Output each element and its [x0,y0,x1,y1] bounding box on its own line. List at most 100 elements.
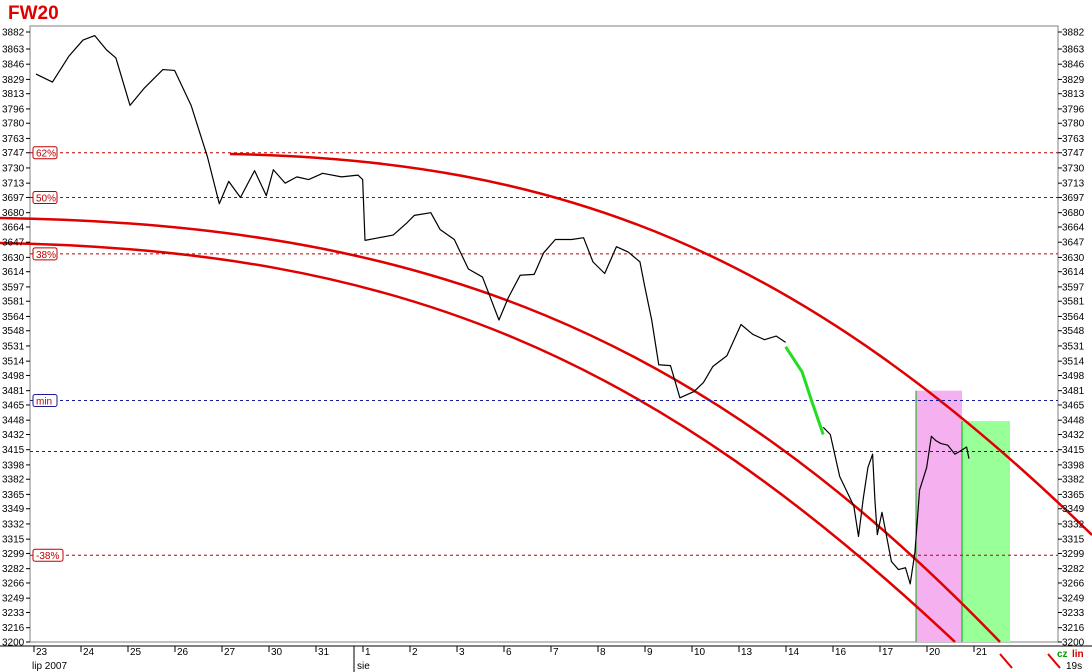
y-tick-label-left: 3548 [2,326,25,337]
y-tick-label-right: 3630 [1062,253,1085,264]
y-tick-label-left: 3647 [2,238,25,249]
y-tick-label-right: 3200 [1062,638,1085,649]
x-tick-label: 30 [271,647,283,658]
y-tick-label-right: 3299 [1062,549,1085,560]
y-tick-label-right: 3398 [1062,460,1085,471]
x-tick-label: 14 [788,647,800,658]
y-tick-label-left: 3846 [2,60,25,71]
x-tick-label: 2 [412,647,418,658]
y-tick-label-left: 3315 [2,535,25,546]
y-tick-label-right: 3266 [1062,578,1085,589]
y-tick-label-right: 3531 [1062,341,1085,352]
y-tick-label-right: 3747 [1062,148,1085,159]
timeframe-label: 19s [1066,661,1082,672]
highlight-zones [915,390,1010,642]
y-tick-label-left: 3882 [2,28,25,39]
level-label: 38% [36,250,56,261]
y-tick-label-left: 3200 [2,638,25,649]
y-tick-label-left: 3564 [2,312,25,323]
month-label: lip 2007 [32,661,67,672]
y-axis: 3882 3882 3863 3863 3846 3846 3829 3829 3813 3813… [2,28,1085,649]
x-tick-label: 8 [600,647,606,658]
y-tick-label-right: 3863 [1062,44,1085,55]
y-tick-label-left: 3415 [2,445,25,456]
y-tick-label-right: 3597 [1062,282,1085,293]
y-tick-label-left: 3796 [2,104,25,115]
channel-lower-curve [0,241,956,643]
x-tick-label: 20 [929,647,941,658]
y-tick-label-left: 3597 [2,282,25,293]
channel-extension [1047,653,1061,669]
y-tick-label-left: 3514 [2,357,25,368]
plot-frame [29,25,1059,643]
x-tick-label: 26 [177,647,189,658]
y-tick-label-right: 3365 [1062,490,1085,501]
x-tick-label: 3 [459,647,465,658]
x-tick-label: 25 [130,647,142,658]
x-tick-label: 16 [835,647,847,658]
y-tick-label-left: 3398 [2,460,25,471]
y-tick-label-right: 3282 [1062,564,1085,575]
y-tick-label-left: 3382 [2,475,25,486]
y-tick-label-right: 3730 [1062,163,1085,174]
y-tick-label-right: 3415 [1062,445,1085,456]
x-tick-label: 17 [882,647,894,658]
channel-extension [999,653,1013,669]
y-tick-label-right: 3713 [1062,179,1085,190]
channel-upper-curve [229,152,1092,536]
y-tick-label-right: 3332 [1062,519,1085,530]
y-tick-label-left: 3299 [2,549,25,560]
y-tick-label-right: 3349 [1062,504,1085,515]
x-tick-label: 21 [976,647,988,658]
y-tick-label-left: 3829 [2,75,25,86]
y-tick-label-right: 3315 [1062,535,1085,546]
price-line [822,426,970,585]
y-tick-label-left: 3233 [2,608,25,619]
y-tick-label-right: 3432 [1062,430,1085,441]
y-tick-label-right: 3249 [1062,594,1085,605]
channel-middle-curve [0,216,1001,643]
y-tick-label-left: 3697 [2,193,25,204]
channel-curves [0,152,1092,669]
x-tick-label: 27 [224,647,236,658]
x-tick-label: 9 [647,647,653,658]
y-tick-label-right: 3564 [1062,312,1085,323]
y-tick-label-right: 3647 [1062,238,1085,249]
y-tick-label-left: 3863 [2,44,25,55]
y-tick-label-left: 3630 [2,253,25,264]
grid-lines [29,25,1059,643]
y-tick-label-left: 3531 [2,341,25,352]
x-tick-label: 24 [83,647,95,658]
mode-label-lin: lin [1072,649,1084,660]
y-tick-label-right: 3796 [1062,104,1085,115]
y-tick-label-left: 3780 [2,119,25,130]
x-tick-label: 23 [36,647,48,658]
level-lines: 62% 50% 38% min -38% [30,146,1058,562]
x-tick-label: 6 [506,647,512,658]
y-tick-label-right: 3481 [1062,386,1085,397]
y-tick-label-left: 3763 [2,134,25,145]
level-badge [32,548,64,562]
y-tick-label-right: 3664 [1062,222,1085,233]
green-zone [962,421,1010,642]
chart-title: FW20 [8,3,59,24]
y-tick-label-left: 3432 [2,430,25,441]
y-tick-label-left: 3465 [2,400,25,411]
y-tick-label-right: 3680 [1062,208,1085,219]
y-tick-label-right: 3882 [1062,28,1085,39]
y-tick-label-right: 3697 [1062,193,1085,204]
x-tick-label: 1 [365,647,371,658]
y-tick-label-right: 3382 [1062,475,1085,486]
y-tick-label-left: 3282 [2,564,25,575]
level-badge [32,247,58,261]
y-tick-label-left: 3266 [2,578,25,589]
y-tick-label-right: 3233 [1062,608,1085,619]
y-tick-label-right: 3548 [1062,326,1085,337]
y-tick-label-left: 3747 [2,148,25,159]
y-tick-label-left: 3481 [2,386,25,397]
y-tick-label-left: 3498 [2,371,25,382]
y-tick-label-left: 3614 [2,267,25,278]
